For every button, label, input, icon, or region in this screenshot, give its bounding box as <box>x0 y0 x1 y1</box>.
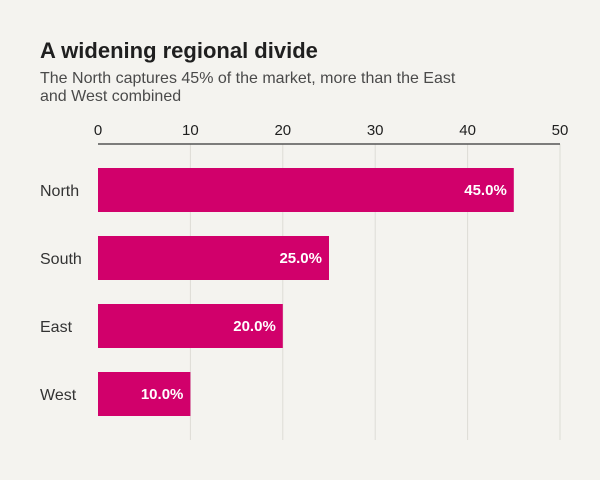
value-label-north: 45.0% <box>464 182 507 199</box>
category-label-east: East <box>40 319 73 336</box>
bar-south <box>98 236 329 280</box>
labels: 45.0% North 25.0% South 20.0% East 10.0% West <box>40 182 507 404</box>
chart-title: A widening regional divide <box>40 38 318 63</box>
category-label-north: North <box>40 183 79 200</box>
value-label-south: 25.0% <box>279 250 322 267</box>
bar-north <box>98 168 514 212</box>
x-tick-label-20: 20 <box>274 122 291 139</box>
category-label-south: South <box>40 251 82 268</box>
chart-subtitle-line-1: The North captures 45% of the market, mo… <box>40 70 456 87</box>
bars <box>98 168 514 416</box>
value-label-east: 20.0% <box>233 318 276 335</box>
x-tick-label-50: 50 <box>552 122 569 139</box>
x-tick-label-40: 40 <box>459 122 476 139</box>
x-axis: 0 10 20 30 40 50 <box>94 122 569 145</box>
x-tick-label-30: 30 <box>367 122 384 139</box>
bar-east <box>98 304 283 348</box>
bar-west <box>98 372 191 416</box>
x-tick-label-0: 0 <box>94 122 102 139</box>
category-label-west: West <box>40 387 77 404</box>
value-label-west: 10.0% <box>141 386 184 403</box>
chart-subtitle-line-2: and West combined <box>40 88 181 105</box>
x-tick-label-10: 10 <box>182 122 199 139</box>
